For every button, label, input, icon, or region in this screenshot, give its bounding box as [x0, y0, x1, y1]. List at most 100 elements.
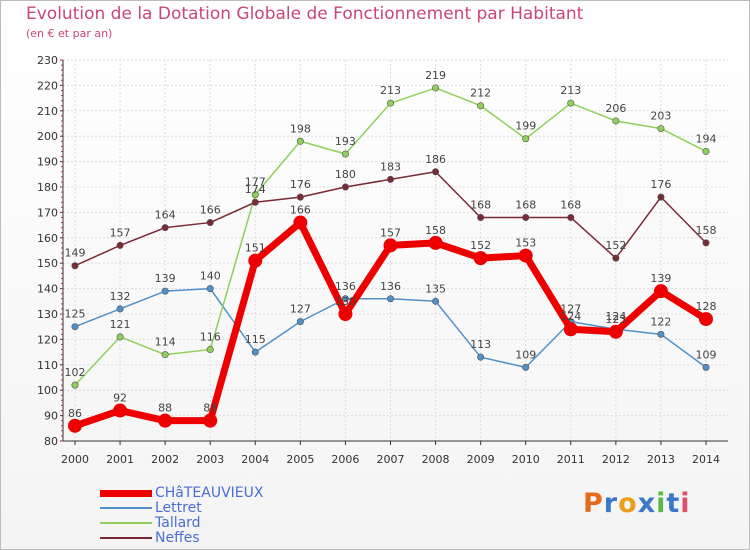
legend-label-tallard: Tallard — [155, 515, 201, 531]
legend-label-lettret: Lettret — [155, 500, 202, 516]
x-tick-label: 2001 — [106, 453, 134, 466]
data-point-tallard — [116, 333, 124, 341]
data-label-ch-teauvieux: 124 — [560, 310, 581, 323]
y-tick-label: 160 — [37, 232, 58, 245]
logo-letter: P — [583, 488, 604, 519]
data-point-lettret — [386, 295, 394, 303]
data-label-ch-teauvieux: 158 — [425, 224, 446, 237]
data-point-lettret — [161, 287, 169, 295]
legend-label-chateauvieux: CHâTEAUVIEUX — [155, 485, 264, 501]
data-label-lettret: 136 — [380, 280, 401, 293]
x-tick-label: 2000 — [61, 453, 89, 466]
data-label-ch-teauvieux: 139 — [650, 272, 671, 285]
data-label-ch-teauvieux: 88 — [203, 402, 217, 415]
data-label-lettret: 139 — [155, 272, 176, 285]
data-label-neffes: 176 — [650, 178, 671, 191]
y-tick-label: 180 — [37, 181, 58, 194]
x-tick-label: 2007 — [377, 453, 405, 466]
data-label-tallard: 213 — [560, 84, 581, 97]
data-point-lettret — [522, 363, 530, 371]
y-tick-label: 120 — [37, 333, 58, 346]
y-tick-label: 110 — [37, 359, 58, 372]
data-label-tallard: 121 — [110, 318, 131, 331]
data-label-neffes: 176 — [290, 178, 311, 191]
legend-swatch-tallard — [100, 522, 152, 524]
data-label-lettret: 136 — [335, 280, 356, 293]
data-label-neffes: 166 — [200, 204, 221, 217]
logo-letter: i — [656, 488, 667, 519]
data-label-lettret: 122 — [650, 315, 671, 328]
x-tick-label: 2013 — [647, 453, 675, 466]
data-point-ch-teauvieux — [473, 251, 488, 266]
data-label-lettret: 140 — [200, 270, 221, 283]
y-tick-label: 170 — [37, 206, 58, 219]
logo-letter: o — [618, 488, 638, 519]
data-label-ch-teauvieux: 130 — [335, 295, 356, 308]
data-point-lettret — [206, 285, 214, 293]
data-label-ch-teauvieux: 128 — [696, 300, 717, 313]
data-label-lettret: 124 — [605, 310, 626, 323]
data-label-neffes: 157 — [110, 226, 131, 239]
data-label-neffes: 168 — [515, 198, 536, 211]
legend-label-neffes: Neffes — [155, 530, 200, 546]
data-label-lettret: 109 — [515, 348, 536, 361]
x-tick-label: 2010 — [512, 453, 540, 466]
data-point-tallard — [612, 117, 620, 125]
data-point-tallard — [161, 351, 169, 359]
data-label-ch-teauvieux: 123 — [605, 313, 626, 326]
data-label-tallard: 219 — [425, 69, 446, 82]
data-label-lettret: 115 — [245, 333, 266, 346]
data-point-tallard — [432, 84, 440, 92]
data-point-tallard — [567, 99, 575, 107]
data-point-ch-teauvieux — [653, 284, 668, 299]
data-point-neffes — [567, 213, 575, 221]
data-label-lettret: 135 — [425, 282, 446, 295]
data-label-neffes: 168 — [560, 198, 581, 211]
x-tick-label: 2003 — [196, 453, 224, 466]
legend-swatch-lettret — [100, 507, 152, 509]
data-point-neffes — [657, 193, 665, 201]
data-label-neffes: 158 — [696, 224, 717, 237]
data-label-tallard: 203 — [650, 110, 671, 123]
data-point-tallard — [702, 147, 710, 155]
x-tick-label: 2011 — [557, 453, 585, 466]
data-point-ch-teauvieux — [699, 312, 713, 327]
data-point-ch-teauvieux — [158, 413, 173, 428]
data-point-lettret — [477, 353, 485, 361]
data-point-neffes — [161, 224, 169, 232]
y-tick-label: 220 — [37, 79, 58, 92]
data-label-tallard: 102 — [65, 366, 86, 379]
data-point-neffes — [251, 198, 259, 206]
data-label-ch-teauvieux: 151 — [245, 242, 266, 255]
data-point-neffes — [71, 262, 79, 270]
data-label-neffes: 174 — [245, 183, 266, 196]
data-label-tallard: 177 — [245, 176, 266, 189]
legend-swatch-neffes — [100, 537, 152, 539]
data-label-ch-teauvieux: 153 — [515, 237, 536, 250]
data-label-neffes: 149 — [65, 247, 86, 260]
data-label-lettret: 113 — [470, 338, 491, 351]
data-label-neffes: 152 — [605, 239, 626, 252]
data-label-tallard: 198 — [290, 122, 311, 135]
x-tick-label: 2002 — [151, 453, 179, 466]
data-label-tallard: 114 — [155, 336, 176, 349]
data-label-ch-teauvieux: 86 — [68, 407, 82, 420]
y-tick-label: 210 — [37, 105, 58, 118]
y-tick-label: 80 — [44, 435, 58, 448]
data-point-neffes — [206, 219, 214, 227]
data-point-tallard — [206, 346, 214, 354]
data-point-neffes — [296, 193, 304, 201]
data-point-ch-teauvieux — [428, 235, 443, 250]
data-point-ch-teauvieux — [248, 253, 263, 268]
data-point-tallard — [477, 102, 485, 110]
data-label-tallard: 212 — [470, 87, 491, 100]
data-point-neffes — [702, 239, 710, 247]
data-point-lettret — [702, 363, 710, 371]
data-point-ch-teauvieux — [203, 413, 218, 428]
y-tick-label: 150 — [37, 257, 58, 270]
proxiti-logo: Proxiti — [583, 488, 691, 519]
data-label-tallard: 193 — [335, 135, 356, 148]
data-label-tallard: 199 — [515, 120, 536, 133]
data-point-lettret — [657, 330, 665, 338]
data-label-ch-teauvieux: 88 — [158, 402, 172, 415]
